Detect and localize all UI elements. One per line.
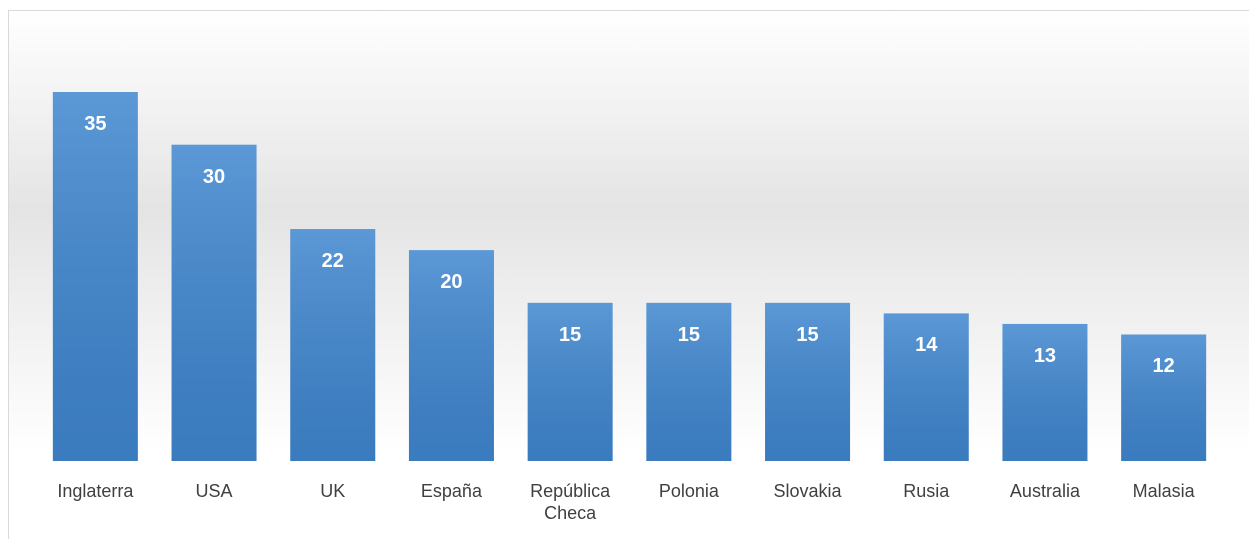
x-tick-label: España — [420, 481, 482, 501]
data-label: 30 — [202, 165, 226, 188]
x-tick-label: Malasia — [1132, 481, 1195, 501]
x-tick-label: UK — [320, 481, 346, 501]
x-tick-label: Polonia — [658, 481, 719, 501]
data-label: 13 — [1033, 344, 1057, 367]
data-label: 14 — [915, 334, 938, 357]
x-tick-label: República Checa — [530, 481, 611, 523]
bar-shine — [883, 313, 969, 461]
bar-shine — [646, 302, 732, 461]
x-tick-label: Slovakia — [773, 481, 842, 501]
bar-shine — [1121, 334, 1207, 461]
data-label: 20 — [440, 271, 463, 294]
bar-shine — [408, 250, 494, 461]
data-label: 35 — [84, 113, 107, 135]
bar-shine — [290, 229, 376, 461]
data-label: 15 — [796, 323, 819, 346]
x-tick-label: Inglaterra — [57, 481, 134, 501]
x-tick-label: Rusia — [903, 481, 950, 501]
chart-frame — [8, 10, 1249, 539]
bar-shine — [52, 92, 138, 461]
x-tick-label: Australia — [1009, 481, 1080, 501]
bar-shine — [527, 302, 613, 461]
data-label: 15 — [559, 323, 582, 346]
data-label: 22 — [321, 250, 344, 273]
bar-shine — [171, 144, 257, 461]
data-label: 15 — [677, 323, 700, 346]
bar-shine — [765, 302, 851, 461]
x-tick-label: USA — [195, 481, 233, 501]
bar-shine — [1002, 323, 1088, 461]
data-label: 12 — [1152, 355, 1175, 378]
